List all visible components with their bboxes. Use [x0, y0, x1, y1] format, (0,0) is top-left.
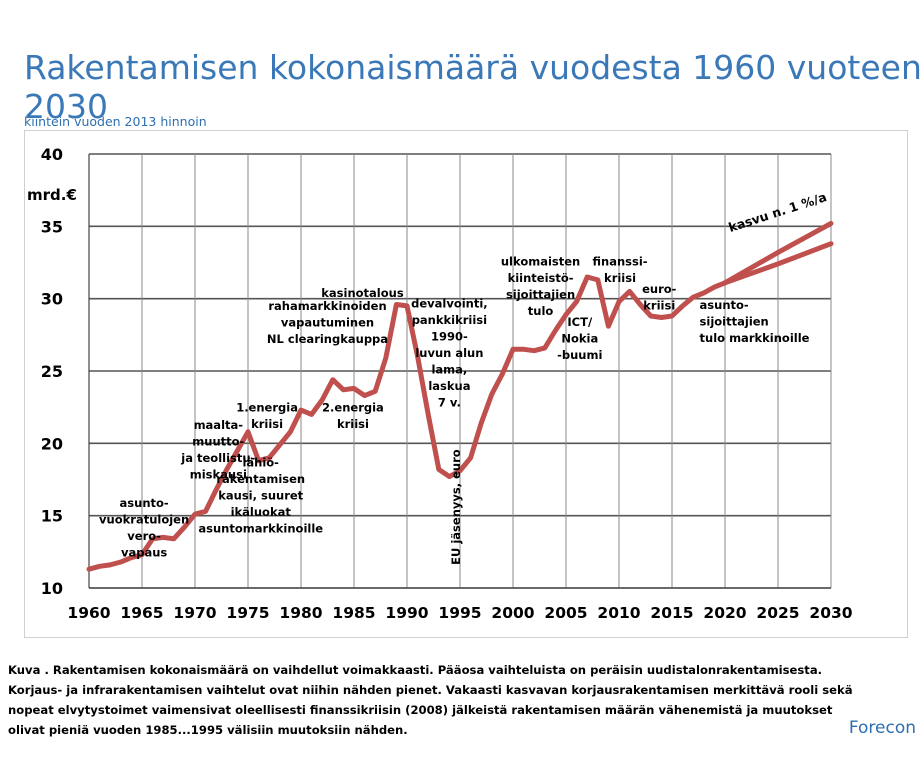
chart-subtitle: kiintein vuoden 2013 hinnoin	[24, 114, 207, 129]
series-line-2	[722, 220, 834, 286]
annotation-line: kriisi	[337, 417, 369, 431]
annotation-line: ICT/	[567, 315, 593, 329]
x-tick-label: 1995	[438, 604, 481, 622]
x-tick-label: 1990	[385, 604, 428, 622]
annotation-line: -buumi	[557, 348, 602, 362]
annotation-line: miskausi	[190, 467, 247, 481]
annotation-line: ikäluokat	[231, 505, 292, 519]
annotation-line: devalvointi,	[411, 296, 488, 310]
annotation-line: ja teollistu-	[180, 451, 255, 465]
annotation-label: ICT/Nokia -buumi	[557, 315, 602, 362]
y-tick-label: 35	[41, 217, 63, 236]
annotation-label: ulkomaisten kiinteistö-sijoittajien tulo	[501, 254, 580, 317]
y-tick-label: 30	[41, 290, 63, 309]
chart-area: 10 15 20 25 30 35 40 mrd.€ 1960 1965 1970 1975 1980 1…	[24, 130, 908, 638]
y-tick-label: 10	[41, 579, 63, 598]
annotation-line: luvun alun	[415, 346, 483, 360]
annotation-label: rahamarkkinoiden vapautuminen NL clearingk…	[267, 299, 388, 346]
annotation-line: kasinotalous	[321, 286, 404, 300]
caption-line-3: nopeat elvytystoimet vaimensivat oleelli…	[8, 703, 833, 717]
annotation-label: 2.energia kriisi	[322, 401, 384, 432]
annotation-line: kriisi	[251, 417, 283, 431]
x-tick-label: 1980	[279, 604, 322, 622]
annotation-line: EU jäsenyys, euro	[449, 449, 463, 565]
x-tick-label: 2025	[756, 604, 799, 622]
annotation-label: 1.energia kriisi	[236, 401, 298, 432]
annotation-line: kriisi	[604, 271, 636, 285]
x-tick-label: 1985	[332, 604, 375, 622]
y-tick-label: 20	[41, 434, 63, 453]
annotation-line: finanssi-	[593, 254, 648, 268]
x-tick-label: 2030	[809, 604, 852, 622]
annotation-line: euro-	[642, 282, 677, 296]
x-tick-label: 2000	[491, 604, 534, 622]
annotation-line: vero-	[127, 529, 161, 543]
x-tick-label: 2020	[703, 604, 746, 622]
annotation-line: pankkikriisi	[412, 313, 487, 327]
annotation-line: vuokratulojen	[99, 512, 189, 526]
x-tick-label: 1975	[226, 604, 269, 622]
annotation-line: 2.energia	[322, 401, 384, 415]
annotation-line: rakentamisen	[216, 472, 305, 486]
y-tick-label: 15	[41, 507, 63, 526]
annotation-line: laskua	[428, 379, 470, 393]
annotation-line: 1.energia	[236, 401, 298, 415]
annotation-label: asunto-vuokratulojen vero-vapaus	[99, 496, 189, 560]
annotation-line: tulo	[528, 304, 554, 318]
figure-caption: Kuva . Rakentamisen kokonaismäärä on vai…	[8, 660, 920, 740]
brand-logo-text: Forecon	[848, 718, 916, 738]
annotation-line: asuntomarkkinoille	[198, 521, 323, 535]
caption-line-2: Korjaus- ja infrarakentamisen vaihtelut …	[8, 683, 853, 697]
annotation-line: sijoittajien	[506, 287, 575, 301]
y-axis-label: mrd.€	[27, 186, 77, 204]
annotation-line: Nokia	[561, 332, 598, 346]
annotation-line: asunto-	[700, 298, 749, 312]
x-tick-label: 2015	[650, 604, 693, 622]
annotation-line: vapaus	[121, 545, 167, 559]
annotation-label: kasvu n. 1 %/a	[727, 189, 829, 235]
annotation-line: rahamarkkinoiden	[268, 299, 386, 313]
annotation-line: kasvu n. 1 %/a	[727, 189, 829, 235]
annotation-label: lähiö-rakentamisen kausi, suuret ikäluokat…	[198, 455, 323, 535]
annotation-line: tulo markkinoille	[700, 331, 810, 345]
y-tick-label: 25	[41, 362, 63, 381]
annotation-label: maalta-muutto-ja teollistu-miskausi	[180, 418, 255, 482]
caption-line-4: olivat pieniä vuoden 1985...1995 välisii…	[8, 723, 408, 737]
y-tick-label: 40	[41, 145, 63, 164]
annotation-line: kausi, suuret	[218, 488, 303, 502]
annotation-label: EU jäsenyys, euro	[449, 449, 463, 565]
annotation-line: ulkomaisten	[501, 254, 580, 268]
annotation-label: devalvointi, pankkikriisi 1990- luvun alun l…	[411, 296, 488, 409]
annotation-line: lama,	[431, 362, 467, 376]
series-line-3	[722, 241, 834, 286]
x-tick-label: 2010	[597, 604, 640, 622]
x-tick-label: 2005	[544, 604, 587, 622]
annotation-line: asunto-	[120, 496, 169, 510]
x-tick-label: 1970	[173, 604, 216, 622]
annotation-line: sijoittajien	[700, 314, 769, 328]
annotation-label: finanssi-kriisi	[593, 254, 648, 284]
chart-title: Rakentamisen kokonaismäärä vuodesta 1960…	[24, 48, 922, 126]
series-line-1	[86, 274, 728, 572]
annotation-line: maalta-	[194, 418, 244, 432]
annotation-line: muutto-	[192, 434, 244, 448]
annotation-line: NL clearingkauppa	[267, 332, 388, 346]
annotation-line: kriisi	[643, 298, 675, 312]
annotation-line: 7 v.	[438, 395, 461, 409]
chart-frame	[24, 130, 908, 638]
x-tick-label: 1965	[120, 604, 163, 622]
caption-line-1: Kuva . Rakentamisen kokonaismäärä on vai…	[8, 663, 823, 677]
x-tick-label: 1960	[67, 604, 110, 622]
annotation-line: lähiö-	[242, 455, 279, 469]
annotation-line: 1990-	[431, 329, 468, 343]
annotation-line: vapautuminen	[281, 316, 374, 330]
annotation-line: kiinteistö-	[508, 271, 574, 285]
annotation-label: euro-kriisi	[642, 282, 677, 313]
annotation-label: asunto-sijoittajien tulo markkinoille	[700, 298, 810, 345]
annotation-label: kasinotalous	[321, 286, 404, 300]
